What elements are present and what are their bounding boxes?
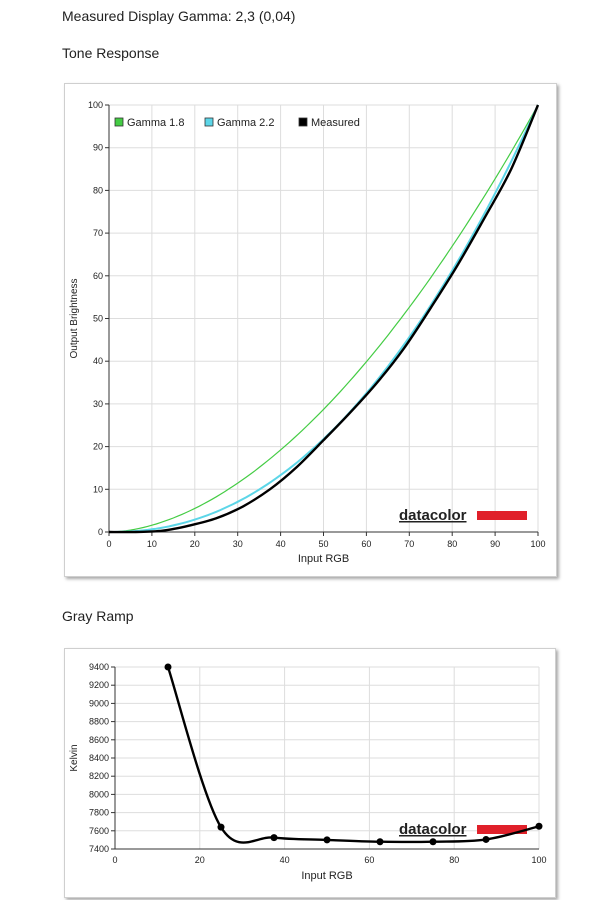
legend-label: Gamma 2.2 [217,117,274,129]
data-point [535,822,543,830]
x-tick-label: 100 [530,539,545,549]
legend-label: Measured [311,117,360,129]
x-tick-label: 0 [106,539,111,549]
series-line-measured [108,104,540,534]
x-tick-label: 20 [190,539,200,549]
x-tick-label: 30 [233,539,243,549]
tone-response-svg: 0 10 20 30 40 50 60 70 80 90 100 0 10 20 30 40 50 60 70 80 9… [69,100,546,565]
x-tick-label: 70 [404,539,414,549]
datacolor-logo-text: datacolor [399,821,467,838]
data-point [323,836,331,844]
y-tick-label: 80 [93,185,103,195]
y-tick-label: 10 [93,484,103,494]
y-tick-label: 100 [88,100,103,110]
y-tick-label: 7600 [89,826,109,836]
y-axis-title: Output Brightness [69,278,80,358]
datacolor-logo-bar [477,511,527,520]
x-tick-label: 60 [364,855,374,865]
y-tick-label: 7800 [89,808,109,818]
y-tick-label: 9000 [89,698,109,708]
y-tick-label: 40 [93,356,103,366]
gray-ramp-heading: Gray Ramp [62,608,134,624]
y-tick-label: 8600 [89,735,109,745]
x-tick-label: 10 [147,539,157,549]
y-tick-label: 8800 [89,717,109,727]
gray-ramp-svg: 0 20 40 60 80 100 7400 7600 7800 8000 8200 8400 8600… [69,662,547,882]
x-tick-label: 20 [195,855,205,865]
data-point [270,834,278,842]
tone-response-chart: 0 10 20 30 40 50 60 70 80 90 100 0 10 20 30 40 50 60 70 80 9… [64,83,557,577]
y-tick-label: 50 [93,314,103,324]
legend-swatch [204,117,214,127]
x-tick-label: 80 [449,855,459,865]
y-tick-label: 30 [93,399,103,409]
x-tick-label: 90 [490,539,500,549]
tone-response-heading: Tone Response [62,45,160,61]
x-tick-label: 80 [447,539,457,549]
y-tick-label: 20 [93,442,103,452]
x-tick-label: 60 [361,539,371,549]
datacolor-logo-text: datacolor [399,507,467,524]
y-tick-label: 7400 [89,844,109,854]
legend-swatch [114,117,124,127]
y-tick-label: 70 [93,228,103,238]
x-tick-label: 40 [280,855,290,865]
data-point [164,663,172,671]
datacolor-logo-bar [477,825,527,834]
legend-swatch [298,117,308,127]
y-tick-label: 60 [93,271,103,281]
x-axis-title: Input RGB [301,870,352,882]
x-tick-label: 50 [318,539,328,549]
x-axis-title: Input RGB [298,553,349,565]
y-tick-label: 8000 [89,789,109,799]
x-tick-label: 40 [276,539,286,549]
data-point [429,838,437,846]
y-axis-title: Kelvin [69,744,80,771]
gray-ramp-chart: 0 20 40 60 80 100 7400 7600 7800 8000 8200 8400 8600… [64,648,556,898]
x-tick-label: 0 [112,855,117,865]
measured-gamma-heading: Measured Display Gamma: 2,3 (0,04) [62,8,296,24]
y-tick-label: 8400 [89,753,109,763]
data-point [376,838,384,846]
y-tick-label: 8200 [89,771,109,781]
y-tick-label: 0 [98,527,103,537]
x-tick-label: 100 [531,855,546,865]
data-point [217,823,225,831]
y-tick-label: 9200 [89,680,109,690]
series-line-gamma-1-8 [108,104,539,533]
series-line-kelvin [166,666,540,844]
y-tick-label: 9400 [89,662,109,672]
data-point [482,835,490,843]
legend-label: Gamma 1.8 [127,117,184,129]
y-tick-label: 90 [93,143,103,153]
